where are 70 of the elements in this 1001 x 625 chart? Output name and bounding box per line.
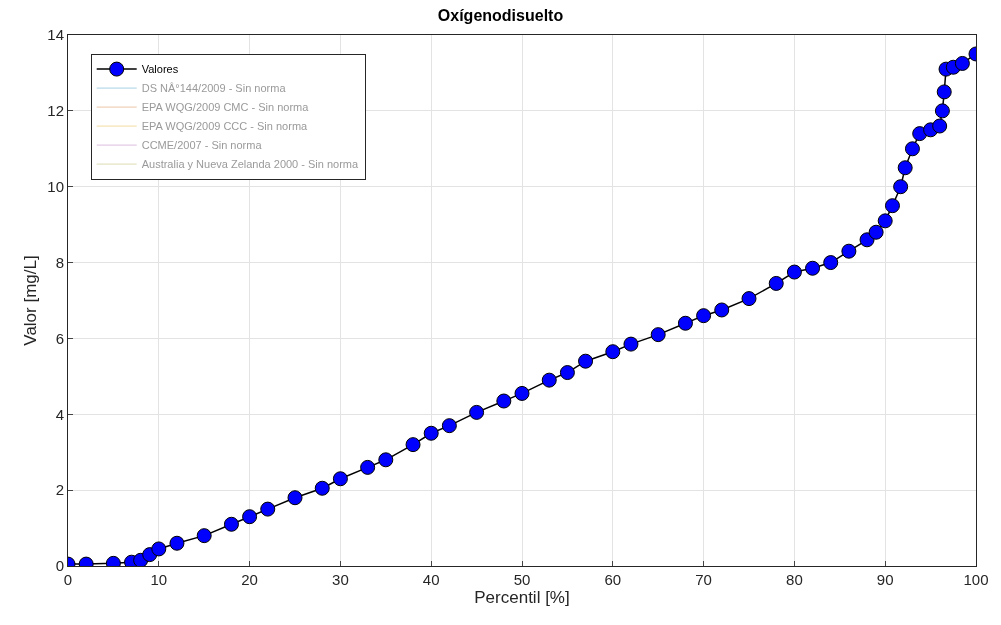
point <box>805 260 821 276</box>
point <box>768 275 784 291</box>
point <box>741 291 757 307</box>
point <box>169 535 185 551</box>
point <box>893 179 909 195</box>
point <box>904 141 920 157</box>
point <box>496 393 512 409</box>
x-tick-label: 70 <box>695 571 712 588</box>
point <box>932 118 948 134</box>
point <box>714 302 730 318</box>
x-tick-label: 30 <box>332 571 349 588</box>
point <box>242 509 258 525</box>
point <box>514 385 530 401</box>
x-tick-label: 20 <box>241 571 258 588</box>
point <box>877 213 893 229</box>
y-tick-label: 6 <box>55 329 64 347</box>
x-tick-label: 40 <box>422 571 440 588</box>
point <box>677 315 693 331</box>
legend-label: EPA WQG/2009 CCC - Sin norma <box>141 120 309 133</box>
point <box>897 160 913 176</box>
y-tick-label: 4 <box>55 405 64 423</box>
x-tick-label: 100 <box>963 571 989 588</box>
point <box>605 344 621 360</box>
point <box>841 243 857 259</box>
point <box>868 224 884 240</box>
point <box>884 198 900 214</box>
point <box>578 353 594 369</box>
point <box>378 452 394 468</box>
legend-label: CCME/2007 - Sin norma <box>141 139 263 152</box>
point <box>151 541 167 557</box>
x-tick-label: 10 <box>150 571 168 588</box>
legend-label: Australia y Nueva Zelanda 2000 - Sin norma <box>141 158 360 171</box>
y-tick-label: 0 <box>55 557 64 575</box>
point <box>260 501 276 517</box>
y-tick-label: 8 <box>55 253 64 271</box>
y-tick-label: 12 <box>47 102 64 120</box>
y-axis-title: Valor [mg/L] <box>20 255 40 346</box>
point <box>936 84 952 100</box>
x-tick-label: 50 <box>513 571 531 588</box>
y-tick-label: 10 <box>47 177 64 195</box>
point <box>696 308 712 324</box>
point <box>441 418 457 434</box>
legend-label: Valores <box>141 63 179 76</box>
point <box>934 103 950 119</box>
legend-label: DS NÂ°144/2009 - Sin norma <box>141 82 287 95</box>
point <box>786 264 802 280</box>
legend-label: EPA WQG/2009 CMC - Sin norma <box>141 101 310 114</box>
x-axis-title: Percentil [%] <box>474 588 570 608</box>
point <box>541 372 557 388</box>
point <box>423 425 439 441</box>
point <box>314 480 330 496</box>
point <box>223 516 239 532</box>
point <box>954 55 970 71</box>
point <box>559 365 575 381</box>
x-tick-label: 60 <box>604 571 622 588</box>
y-tick-label: 2 <box>55 481 64 499</box>
point <box>287 490 303 506</box>
point <box>823 255 839 271</box>
point <box>623 336 639 352</box>
point <box>196 528 212 544</box>
point <box>650 327 666 343</box>
y-tick-label: 14 <box>47 26 64 44</box>
chart-title: Oxígenodisuelto <box>437 6 564 24</box>
point <box>469 404 485 420</box>
point <box>405 437 421 453</box>
point <box>859 232 875 248</box>
point <box>360 459 376 475</box>
point <box>332 471 348 487</box>
x-tick-label: 90 <box>876 571 894 588</box>
x-tick-label: 80 <box>786 571 803 588</box>
